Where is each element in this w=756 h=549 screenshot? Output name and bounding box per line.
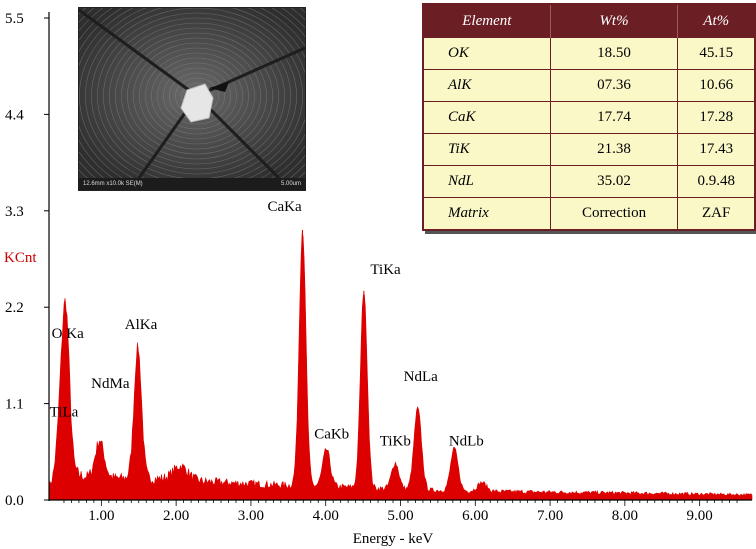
y-tick-label: 5.5 (5, 11, 24, 27)
sem-ring (145, 52, 249, 140)
y-tick-label: 2.2 (5, 300, 24, 316)
header-wt: Wt% (550, 5, 679, 38)
sem-caption-left: 12.6mm x10.0k SE(M) (83, 181, 143, 187)
cell-wt: 18.50 (550, 37, 679, 70)
cell-element: Matrix (424, 197, 551, 229)
sem-ring (85, 8, 305, 178)
cell-at: ZAF (677, 197, 754, 229)
axis-layer: 0.0 1.1 2.2 3.3 4.4 5.5 1.00 2.00 3.00 4.00 5.00 6.… (5, 11, 752, 524)
sem-ring (127, 37, 267, 155)
cell-element: AlK (424, 69, 551, 102)
sem-micrograph: 12.6mm x10.0k SE(M) 5.00um (78, 7, 306, 191)
peak-label: CaKb (314, 427, 349, 443)
cell-at: 17.28 (677, 101, 754, 134)
table-row: TiK 21.38 17.43 (424, 133, 754, 166)
cell-wt: 07.36 (550, 69, 679, 102)
peak-label: CaKa (268, 199, 302, 215)
cell-wt: Correction (550, 197, 679, 229)
peak-label-layer: O Ka TiLa NdMa AlKa CaKa CaKb TiKa TiKb NdLa NdLb (50, 199, 484, 450)
header-at: At% (677, 5, 754, 38)
x-tick-label: 3.00 (238, 508, 264, 524)
table-row: Matrix Correction ZAF (424, 197, 754, 229)
header-element: Element (424, 5, 551, 38)
cell-element: TiK (424, 133, 551, 166)
x-tick-label: 6.00 (462, 508, 488, 524)
cell-at: 45.15 (677, 37, 754, 70)
cell-element: NdL (424, 165, 551, 198)
table-row: AlK 07.36 10.66 (424, 69, 754, 102)
peak-label: TiKb (380, 434, 411, 450)
sem-caption-right: 5.00um (280, 181, 301, 187)
sem-ring (157, 62, 237, 130)
cell-at: 10.66 (677, 69, 754, 102)
cell-wt: 17.74 (550, 101, 679, 134)
x-tick-label: 8.00 (612, 508, 638, 524)
cell-element: OK (424, 37, 551, 70)
y-tick-label: 4.4 (5, 107, 24, 123)
sem-caption: 12.6mm x10.0k SE(M) 5.00um (79, 178, 305, 190)
sem-ring (139, 47, 255, 145)
x-tick-label: 1.00 (88, 508, 114, 524)
spectrum-area (48, 232, 753, 501)
y-tick-label: 0.0 (5, 493, 24, 509)
peak-label: TiLa (50, 405, 79, 421)
sem-ring (133, 42, 261, 150)
sem-ring (103, 17, 291, 175)
cell-element: CaK (424, 101, 551, 134)
sem-ring (97, 12, 297, 178)
x-tick-label: 4.00 (313, 508, 339, 524)
cell-wt: 21.38 (550, 133, 679, 166)
x-tick-label: 5.00 (387, 508, 413, 524)
x-tick-label: 2.00 (163, 508, 189, 524)
sem-ring (163, 67, 231, 125)
cell-at: 17.43 (677, 133, 754, 166)
peak-label: AlKa (125, 317, 158, 333)
peak-label: TiKa (370, 262, 401, 278)
peak-label: O Ka (52, 326, 84, 342)
table-header-row: Element Wt% At% (424, 5, 754, 38)
x-tick-label: 7.00 (537, 508, 563, 524)
x-axis-label: Energy - keV (353, 531, 434, 547)
sem-ring (151, 57, 243, 135)
table-row: OK 18.50 45.15 (424, 37, 754, 70)
x-tick-label: 9.00 (687, 508, 713, 524)
spectrum-layer (48, 229, 753, 501)
sem-texture (79, 8, 305, 178)
sem-ring (79, 8, 305, 178)
y-tick-label: 1.1 (5, 397, 24, 413)
cell-at: 0.9.48 (677, 165, 754, 198)
y-axis-label: KCnt (4, 250, 37, 266)
table-row: CaK 17.74 17.28 (424, 101, 754, 134)
sem-ring (91, 8, 303, 178)
composition-table: Element Wt% At% OK 18.50 45.15 AlK 07.36… (422, 3, 756, 231)
sem-ring (121, 32, 273, 160)
y-tick-label: 3.3 (5, 204, 24, 220)
sem-ring (115, 27, 279, 165)
table-row: NdL 35.02 0.9.48 (424, 165, 754, 198)
cell-wt: 35.02 (550, 165, 679, 198)
peak-label: NdLb (449, 434, 484, 450)
peak-label: NdMa (91, 376, 130, 392)
sem-ring (109, 22, 285, 170)
peak-label: NdLa (404, 369, 438, 385)
